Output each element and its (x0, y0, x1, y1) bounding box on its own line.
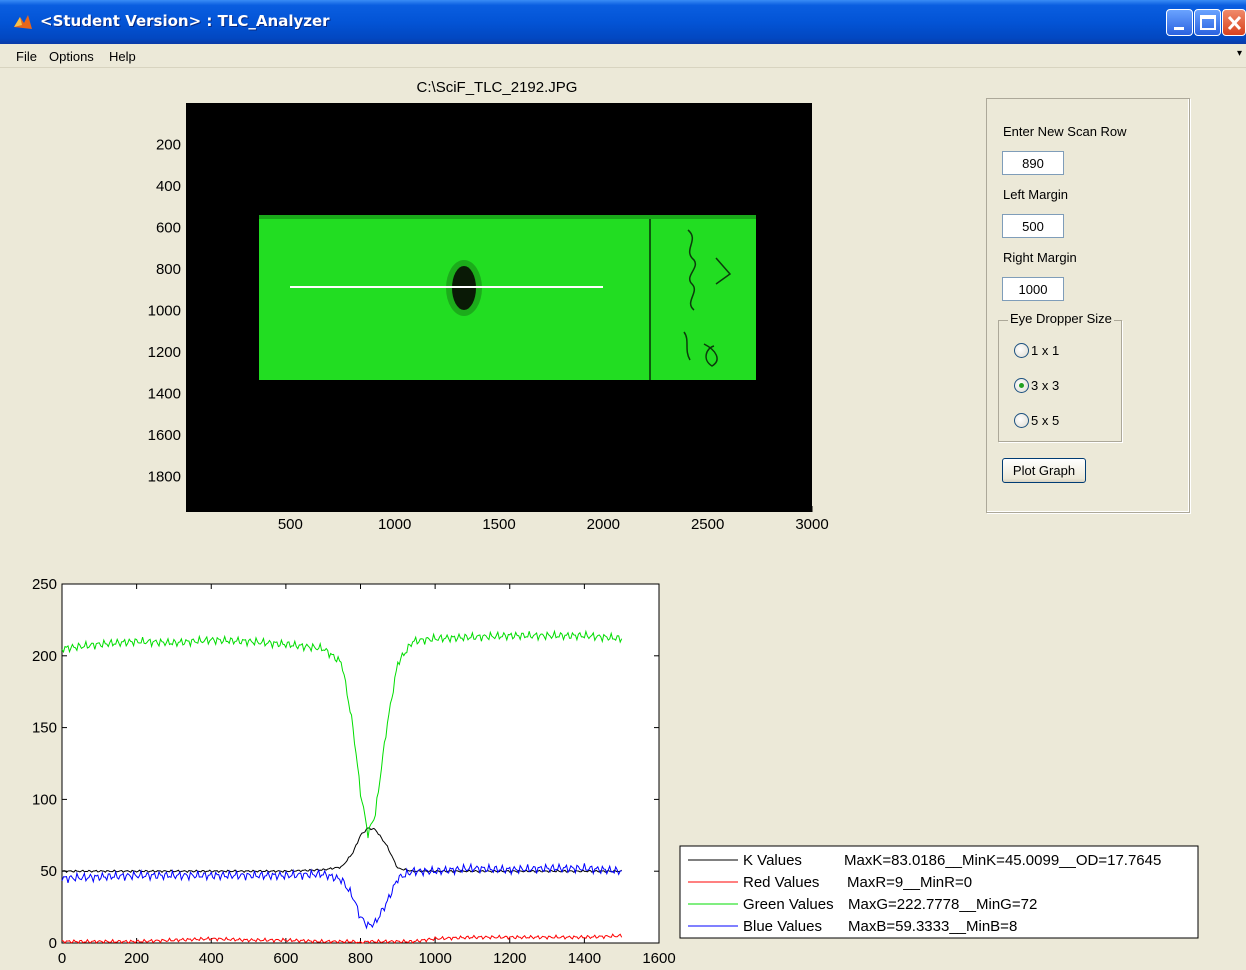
plate-handwriting (683, 229, 732, 367)
plot-graph-button[interactable]: Plot Graph (1002, 458, 1086, 483)
image-y-tick-label: 1400 (148, 386, 181, 403)
legend-label: Blue Values (743, 918, 822, 935)
menu-options[interactable]: Options (49, 49, 94, 64)
right-margin-label: Right Margin (1003, 250, 1077, 265)
chart-legend: K Values MaxK=83.0186__MinK=45.0099__OD=1… (679, 845, 1199, 939)
menu-file[interactable]: File (16, 49, 37, 64)
image-x-ticks: 500 1000 1500 2000 2500 3000 (278, 506, 829, 533)
title-bar[interactable]: <Student Version> : TLC_Analyzer (0, 0, 1246, 44)
image-y-tick-label: 400 (156, 178, 181, 195)
close-button[interactable] (1222, 9, 1246, 36)
legend-stats: MaxB=59.3333__MinB=8 (848, 918, 1017, 935)
maximize-button[interactable] (1194, 9, 1221, 36)
minimize-icon (1174, 27, 1184, 30)
left-margin-label: Left Margin (1003, 187, 1069, 202)
window-title: <Student Version> : TLC_Analyzer (40, 12, 330, 30)
x-tick-label: 1600 (642, 950, 675, 967)
tlc-plate (259, 215, 756, 380)
series-line-green-values (61, 629, 623, 839)
x-tick-label: 1000 (418, 950, 451, 967)
radio-button[interactable] (1014, 412, 1029, 428)
series-line-k-values (61, 827, 622, 873)
legend-stats: MaxR=9__MinR=0 (847, 874, 972, 891)
x-tick-label: 1400 (568, 950, 601, 967)
radio-button[interactable] (1014, 342, 1029, 358)
menu-help[interactable]: Help (109, 49, 136, 64)
image-x-tick-label: 1000 (378, 516, 411, 533)
profile-chart[interactable]: 0 200 400 600 800 1000 1200 1400 1600 0 50 100 150 20… (0, 550, 1246, 970)
eye-dropper-title: Eye Dropper Size (1008, 311, 1114, 326)
legend-stats: MaxG=222.7778__MinG=72 (848, 896, 1037, 913)
radio-option-1x1[interactable]: 1 x 1 (1014, 341, 1059, 359)
left-margin-input[interactable]: 500 (1002, 214, 1064, 238)
image-y-tick-label: 1200 (148, 344, 181, 361)
x-tick-label: 400 (199, 950, 224, 967)
image-y-tick-label: 800 (156, 261, 181, 278)
matlab-icon (14, 15, 32, 29)
radio-label: 1 x 1 (1031, 342, 1060, 358)
plot-area (61, 583, 660, 944)
legend-label: Red Values (743, 874, 819, 891)
image-x-tick-label: 3000 (795, 516, 828, 533)
legend-label: Green Values (743, 896, 834, 913)
image-y-tick-label: 1000 (148, 303, 181, 320)
legend-label: K Values (743, 852, 802, 869)
series-line-red-values (61, 933, 623, 944)
close-icon (1227, 15, 1242, 31)
y-tick-label: 100 (32, 791, 57, 808)
right-margin-input[interactable]: 1000 (1002, 277, 1064, 301)
legend-box (679, 845, 1199, 939)
x-tick-label: 200 (124, 950, 149, 967)
x-tick-label: 1200 (493, 950, 526, 967)
image-y-tick-label: 600 (156, 220, 181, 237)
radio-label: 5 x 5 (1031, 412, 1060, 428)
radio-option-5x5[interactable]: 5 x 5 (1014, 411, 1059, 429)
x-tick-label: 800 (348, 950, 373, 967)
maximize-icon (1200, 15, 1216, 30)
legend-stats: MaxK=83.0186__MinK=45.0099__OD=17.7645 (844, 852, 1161, 869)
image-x-tick-label: 1500 (482, 516, 515, 533)
x-tick-label: 0 (58, 950, 66, 967)
image-axes[interactable]: C:\SciF_TLC_2192.JPG 500 1000 1500 2000 2500… (0, 70, 900, 540)
image-title: C:\SciF_TLC_2192.JPG (417, 79, 578, 96)
menu-bar: File Options Help ▾ (0, 44, 1246, 68)
image-x-tick-label: 2000 (587, 516, 620, 533)
image-y-ticks: 200 400 600 800 1000 1200 1400 1600 1800 (148, 137, 191, 486)
plate-edge (259, 215, 756, 219)
y-tick-label: 0 (49, 935, 57, 952)
image-x-tick-label: 500 (278, 516, 303, 533)
control-panel (986, 98, 1190, 513)
menu-overflow-icon: ▾ (1236, 48, 1242, 59)
radio-label: 3 x 3 (1031, 377, 1060, 393)
x-tick-label: 600 (273, 950, 298, 967)
chart-series (61, 629, 623, 944)
y-tick-label: 50 (40, 863, 57, 880)
y-tick-label: 200 (32, 648, 57, 665)
minimize-button[interactable] (1166, 9, 1193, 36)
scan-row-input[interactable]: 890 (1002, 151, 1064, 175)
radio-option-3x3[interactable]: 3 x 3 (1014, 376, 1059, 394)
image-x-tick-label: 2500 (691, 516, 724, 533)
y-tick-label: 150 (32, 720, 57, 737)
scan-row-label: Enter New Scan Row (1003, 124, 1127, 139)
image-y-tick-label: 1800 (148, 469, 181, 486)
image-y-tick-label: 1600 (148, 427, 181, 444)
y-tick-label: 250 (32, 576, 57, 593)
series-line-blue-values (61, 862, 622, 930)
radio-button-selected[interactable] (1014, 377, 1029, 393)
chart-ticks: 0 200 400 600 800 1000 1200 1400 1600 0 50 100 150 20… (32, 576, 676, 967)
image-y-tick-label: 200 (156, 137, 181, 154)
